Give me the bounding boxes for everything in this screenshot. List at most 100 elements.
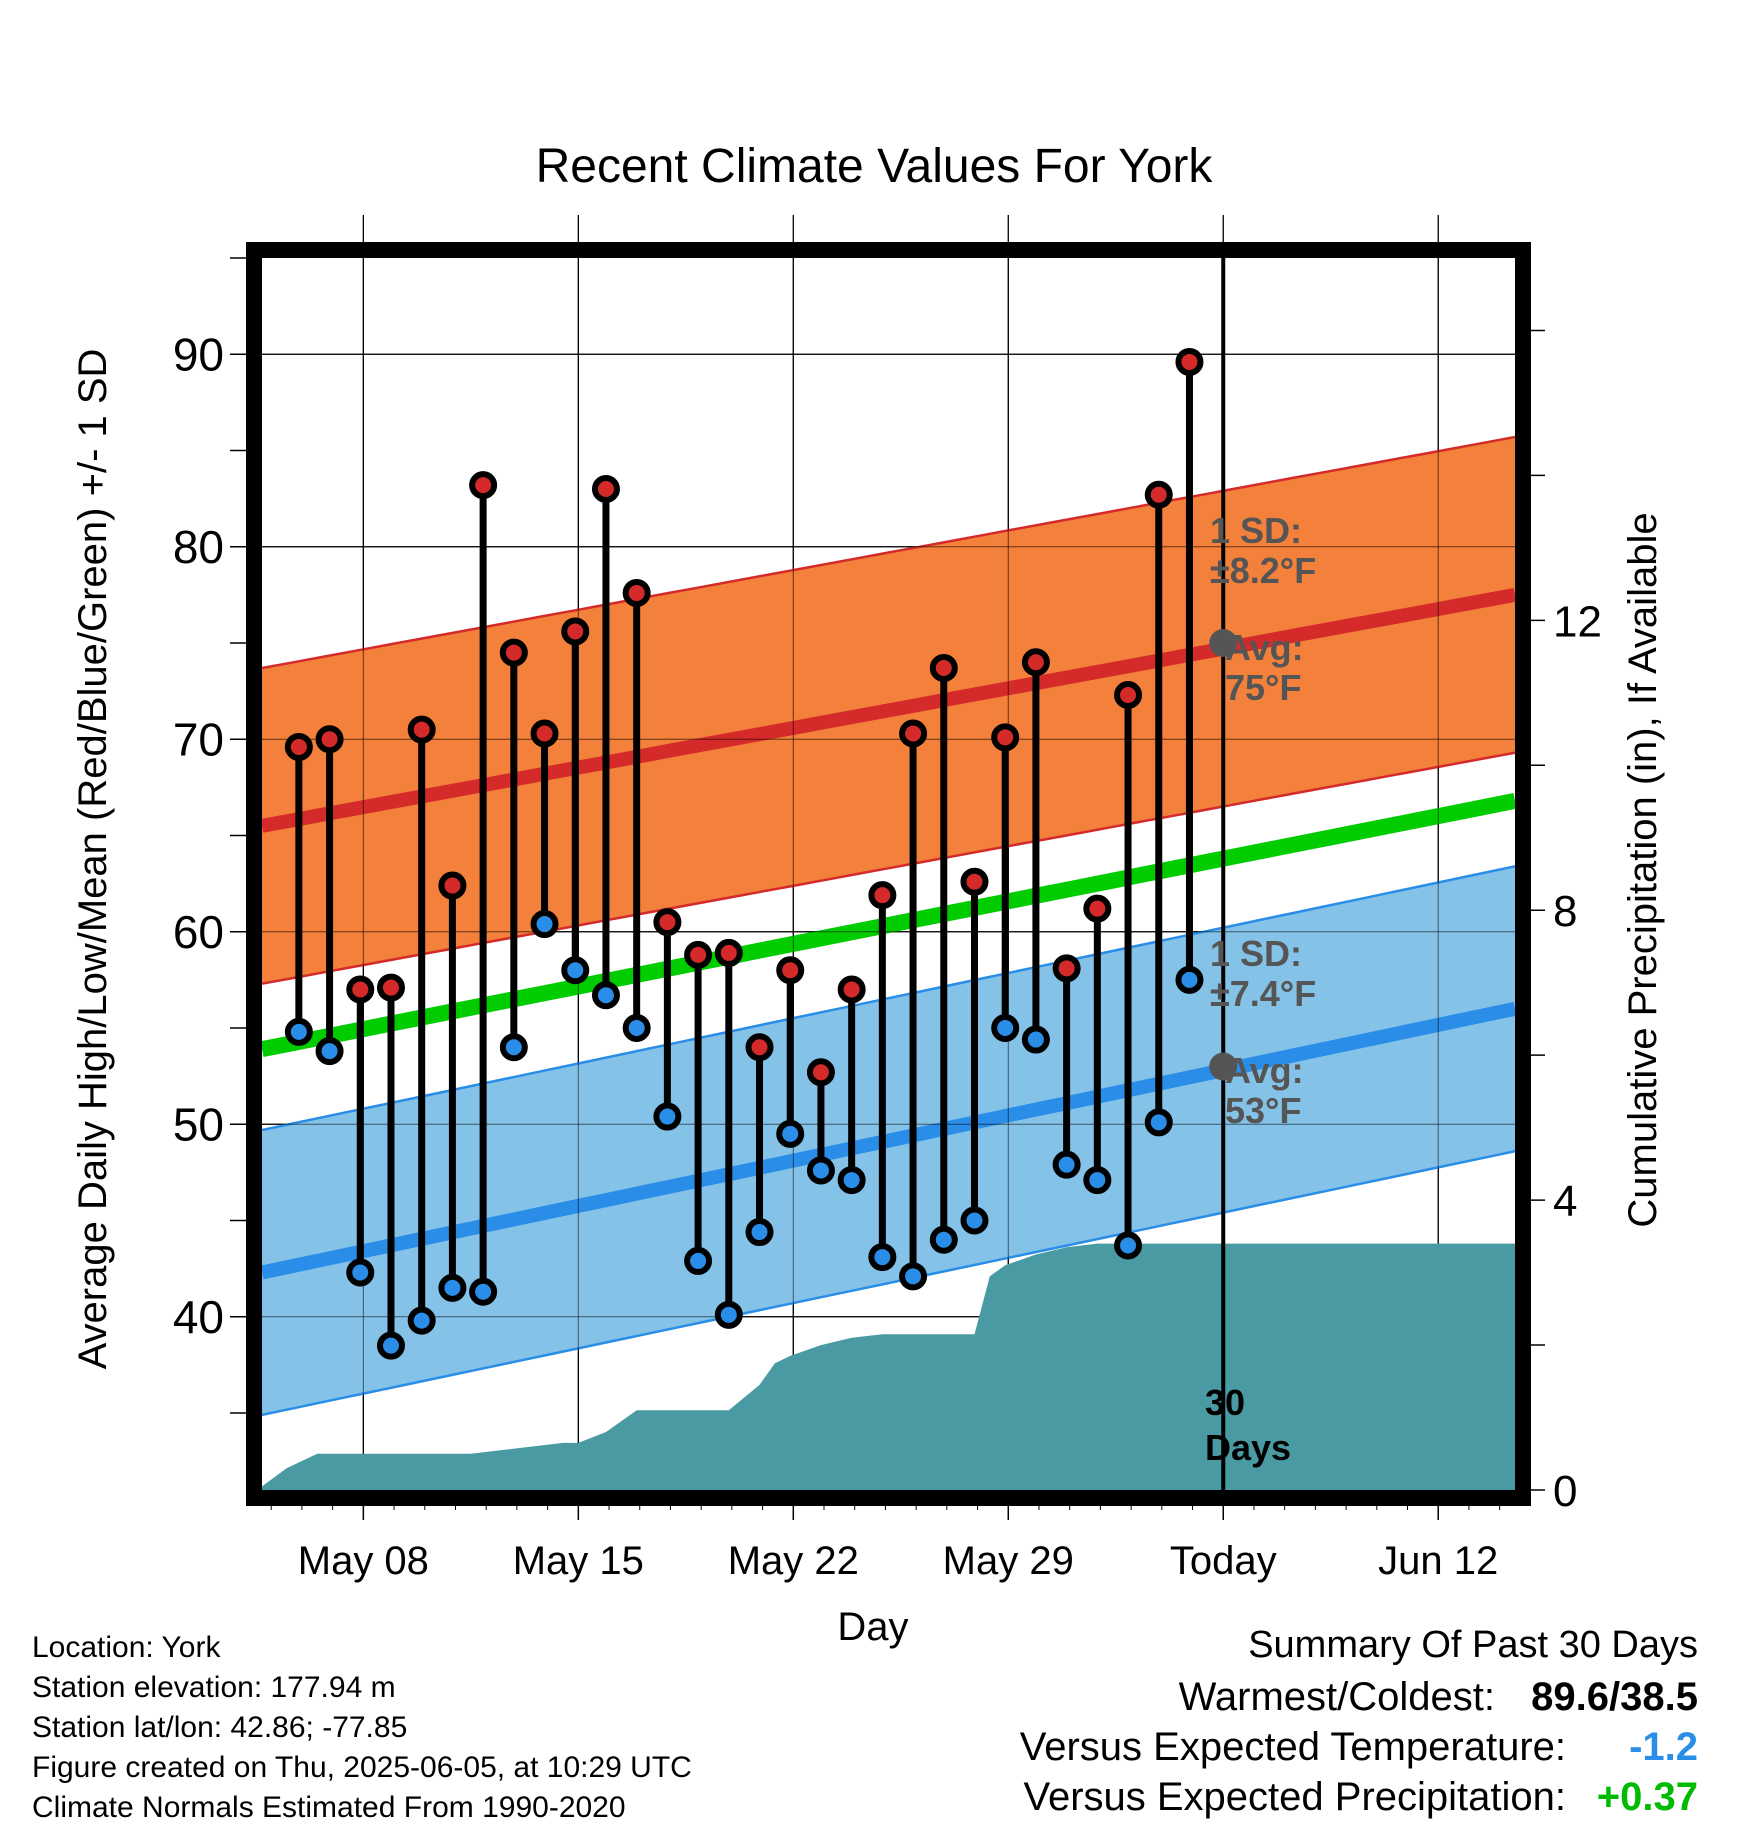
daily-high-point — [1144, 480, 1173, 509]
daily-high-point — [376, 973, 405, 1002]
high-avg-value: 75°F — [1225, 667, 1301, 708]
high-band-upper-edge — [262, 435, 1515, 670]
info-created: Figure created on Thu, 2025-06-05, at 10… — [32, 1751, 692, 1784]
station-info: Location: York Station elevation: 177.94… — [32, 1631, 692, 1824]
y-left-tick-label: 40 — [173, 1291, 224, 1343]
daily-low-point — [868, 1243, 897, 1272]
daily-low-point — [346, 1258, 375, 1287]
x-tick-label: May 15 — [513, 1539, 644, 1583]
daily-high-point — [315, 725, 344, 754]
daily-high-point — [622, 578, 651, 607]
daily-high-point — [868, 881, 897, 910]
daily-low-point — [622, 1014, 651, 1042]
high-band-lower-edge — [262, 751, 1515, 985]
daily-low-point — [591, 981, 620, 1010]
low-sd-value: ±7.4°F — [1210, 973, 1316, 1014]
y-left-tick-label: 50 — [173, 1098, 224, 1150]
x-tick-label: May 29 — [943, 1539, 1074, 1583]
y-left-tick-label: 70 — [173, 713, 224, 765]
daily-low-point — [407, 1306, 436, 1335]
low-band-upper-edge — [262, 865, 1515, 1132]
daily-high-point — [684, 940, 713, 969]
daily-high-point — [561, 617, 590, 646]
high-avg-label: Avg: — [1225, 627, 1304, 668]
daily-low-point — [438, 1273, 467, 1302]
daily-low-point — [929, 1225, 958, 1254]
y-left-tick-label: 90 — [173, 328, 224, 380]
daily-high-point — [653, 908, 682, 937]
daily-high-point — [991, 723, 1020, 752]
low-avg-value: 53°F — [1225, 1090, 1301, 1131]
y-right-tick-label: 0 — [1553, 1467, 1577, 1516]
low-sd-label: 1 SD: — [1210, 933, 1302, 974]
info-normals: Climate Normals Estimated From 1990-2020 — [32, 1791, 626, 1824]
daily-high-point — [1052, 954, 1081, 983]
daily-low-point — [899, 1262, 928, 1291]
daily-high-point — [899, 719, 928, 748]
daily-low-point — [806, 1156, 835, 1185]
high-sd-value: ±8.2°F — [1210, 550, 1316, 591]
daily-high-point — [530, 719, 559, 748]
daily-low-point — [837, 1166, 866, 1195]
low-normal-annotation: 1 SD: ±7.4°F Avg: 53°F — [1210, 933, 1316, 1131]
normal-low-line — [262, 1001, 1515, 1280]
daily-high-point — [1083, 894, 1112, 923]
daily-low-point — [776, 1119, 805, 1148]
days-count: 30 — [1205, 1382, 1245, 1423]
daily-high-point — [776, 956, 805, 985]
summary-panel: Summary Of Past 30 Days Warmest/Coldest:… — [1020, 1624, 1698, 1819]
low-avg-label: Avg: — [1225, 1050, 1304, 1091]
summary-warm-cold-label: Warmest/Coldest: — [1179, 1675, 1495, 1719]
x-tick-label: May 22 — [728, 1539, 859, 1583]
daily-low-point — [714, 1300, 743, 1329]
daily-high-point — [438, 871, 467, 900]
summary-temp-value: -1.2 — [1629, 1725, 1698, 1769]
daily-low-point — [991, 1014, 1020, 1042]
x-axis-label: Day — [837, 1605, 908, 1649]
daily-low-point — [530, 910, 559, 939]
daily-high-point — [806, 1058, 835, 1087]
y-right-tick-label: 4 — [1553, 1177, 1577, 1226]
precip-area — [262, 1243, 1515, 1490]
daily-low-point — [1052, 1150, 1081, 1179]
summary-heading: Summary Of Past 30 Days — [1248, 1624, 1698, 1666]
today-low-avg-marker — [1209, 1052, 1238, 1081]
daily-low-point — [1175, 965, 1204, 994]
daily-low-point — [499, 1033, 528, 1062]
plot-area: 40 50 60 70 80 90 0 4 8 12 May 08 May 15 May 22 May 2… — [173, 215, 1602, 1583]
today-high-avg-marker — [1209, 629, 1238, 657]
x-tick-label: Today — [1170, 1539, 1277, 1583]
daily-low-point — [960, 1206, 989, 1235]
daily-low-point — [284, 1017, 313, 1046]
normal-mean-line — [262, 793, 1515, 1058]
daily-high-point — [469, 471, 498, 500]
x-tick-label: Jun 12 — [1378, 1539, 1498, 1583]
daily-high-point — [499, 638, 528, 667]
high-normal-annotation: 1 SD: ±8.2°F Avg: 75°F — [1210, 510, 1316, 708]
daily-low-point — [1144, 1108, 1173, 1137]
daily-low-point — [684, 1246, 713, 1275]
daily-low-point — [653, 1102, 682, 1131]
y-left-tick-label: 60 — [173, 906, 224, 958]
daily-low-point — [469, 1277, 498, 1306]
daily-high-point — [837, 975, 866, 1004]
daily-high-point — [929, 654, 958, 683]
summary-precip-value: +0.37 — [1597, 1775, 1698, 1819]
info-elevation: Station elevation: 177.94 m — [32, 1671, 396, 1704]
plot-frame — [246, 242, 1531, 1506]
y-left-tick-label: 80 — [173, 521, 224, 573]
days-annotation: 30 Days — [1205, 1382, 1291, 1468]
info-latlon: Station lat/lon: 42.86; -77.85 — [32, 1711, 407, 1744]
daily-low-point — [561, 956, 590, 985]
days-word: Days — [1205, 1427, 1291, 1468]
summary-warm-cold-value: 89.6/38.5 — [1531, 1675, 1698, 1719]
daily-low-point — [1021, 1025, 1050, 1054]
normal-high-line — [262, 588, 1515, 833]
daily-high-point — [1114, 680, 1143, 709]
daily-high-point — [745, 1033, 774, 1062]
daily-high-point — [1175, 347, 1204, 376]
chart-title: Recent Climate Values For York — [536, 140, 1214, 193]
daily-low-point — [745, 1218, 774, 1247]
daily-high-point — [407, 715, 436, 744]
